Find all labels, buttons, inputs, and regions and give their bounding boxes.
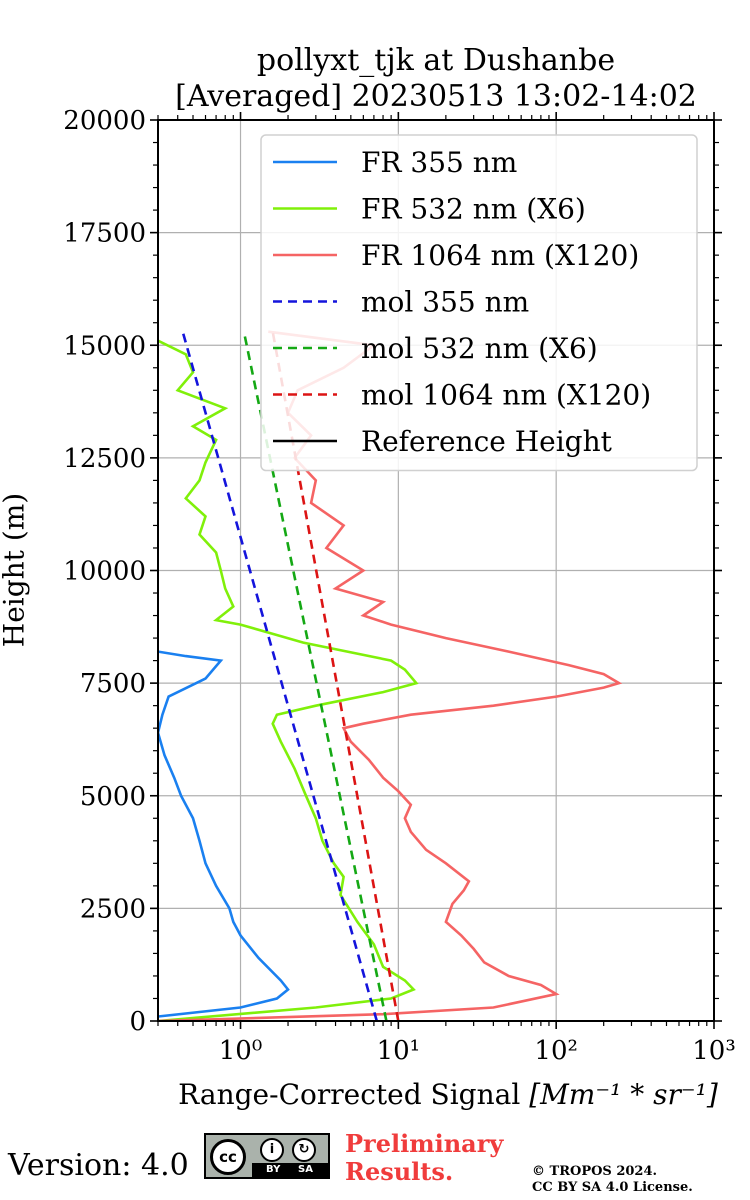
cc-strip: BY SA xyxy=(252,1163,328,1177)
x-axis-label-unit: [Mm⁻¹ * sr⁻¹] xyxy=(529,1078,718,1111)
chart-subtitle: [Averaged] 20230513 13:02-14:02 xyxy=(175,79,697,114)
x-axis-label-text: Range-Corrected Signal xyxy=(178,1078,521,1111)
legend-label-0: FR 355 nm xyxy=(361,146,517,179)
copyright-line-1: © TROPOS 2024. xyxy=(532,1164,658,1179)
y-tick-label: 5000 xyxy=(80,782,146,812)
y-tick-label: 12500 xyxy=(63,444,146,474)
series-line-1 xyxy=(158,339,419,1021)
cc-by-label: BY xyxy=(266,1164,281,1175)
version-label: Version: 4.0 xyxy=(8,1148,189,1183)
x-tick-label: 10⁰ xyxy=(219,1036,263,1066)
axis-ticks: 10⁰ 10¹ 10² 10³ 0 2500 5000 7500 10000 12500 15000… xyxy=(63,106,735,1066)
preliminary-line-1: Preliminary xyxy=(345,1129,504,1158)
legend: FR 355 nm FR 532 nm (X6) FR 1064 nm (X120)… xyxy=(260,134,698,472)
y-tick-label: 20000 xyxy=(63,106,146,136)
legend-label-2: FR 1064 nm (X120) xyxy=(361,239,639,272)
x-tick-label: 10² xyxy=(534,1036,578,1066)
legend-label-5: mol 1064 nm (X120) xyxy=(361,379,651,412)
y-axis-label: Height (m) xyxy=(0,492,31,648)
preliminary-line-2: Results. xyxy=(345,1157,454,1186)
legend-label-3: mol 355 nm xyxy=(361,286,529,319)
x-tick-label: 10¹ xyxy=(377,1036,421,1066)
preliminary-results-note: Preliminary Results. xyxy=(345,1130,503,1186)
chart-title: pollyxt_tjk at Dushanbe xyxy=(256,43,616,78)
x-axis-label: Range-Corrected Signal [Mm⁻¹ * sr⁻¹] xyxy=(158,1078,738,1111)
copyright-note: © TROPOS 2024. CC BY SA 4.0 License. xyxy=(532,1164,693,1196)
cc-icon: cc xyxy=(210,1139,246,1175)
copyright-line-2: CC BY SA 4.0 License. xyxy=(532,1180,693,1195)
y-tick-label: 7500 xyxy=(80,669,146,699)
y-tick-label: 0 xyxy=(129,1007,146,1037)
y-tick-label: 2500 xyxy=(80,894,146,924)
legend-label-6: Reference Height xyxy=(361,425,613,458)
series-line-5 xyxy=(271,331,400,1021)
y-tick-label: 15000 xyxy=(63,331,146,361)
series-line-0 xyxy=(158,650,290,1018)
x-tick-label: 10³ xyxy=(692,1036,736,1066)
share-alike-icon: ↻ xyxy=(292,1138,316,1162)
cc-sa-label: SA xyxy=(298,1164,313,1175)
y-tick-label: 17500 xyxy=(63,219,146,249)
attribution-icon: i xyxy=(260,1138,284,1162)
legend-label-1: FR 532 nm (X6) xyxy=(361,193,586,226)
series-line-2 xyxy=(158,330,623,1021)
legend-label-4: mol 532 nm (X6) xyxy=(361,332,598,365)
cc-license-badge: cc i ↻ BY SA xyxy=(204,1133,330,1179)
y-tick-label: 10000 xyxy=(63,557,146,587)
legend-box xyxy=(260,134,698,472)
